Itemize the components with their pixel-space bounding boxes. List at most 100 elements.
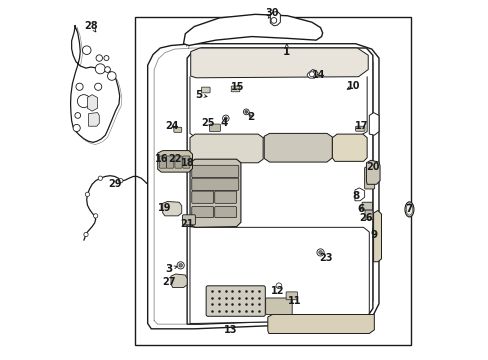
Polygon shape [366,160,379,184]
Text: 23: 23 [319,253,332,263]
Circle shape [85,192,89,197]
Polygon shape [190,48,367,78]
Text: 11: 11 [287,296,301,306]
Text: 5: 5 [195,90,202,100]
Polygon shape [368,113,378,135]
Text: 19: 19 [158,203,171,213]
FancyBboxPatch shape [191,207,213,218]
FancyBboxPatch shape [135,17,410,345]
Text: 6: 6 [356,204,364,215]
FancyBboxPatch shape [191,191,213,203]
Text: 17: 17 [355,121,368,131]
Polygon shape [158,150,192,172]
Polygon shape [163,202,182,216]
FancyBboxPatch shape [175,156,182,168]
FancyBboxPatch shape [364,167,374,189]
Text: 4: 4 [220,118,227,128]
Polygon shape [373,211,381,262]
Polygon shape [264,134,332,162]
Text: 27: 27 [162,277,176,287]
FancyBboxPatch shape [209,124,220,132]
Text: 10: 10 [346,81,360,91]
Text: 16: 16 [154,154,168,164]
Circle shape [95,64,105,74]
Circle shape [276,283,281,289]
Text: 18: 18 [181,158,194,168]
FancyBboxPatch shape [191,165,238,177]
Polygon shape [88,113,99,126]
Text: 29: 29 [108,179,122,189]
Text: 20: 20 [366,162,379,172]
Polygon shape [147,44,378,329]
Circle shape [309,72,314,77]
FancyBboxPatch shape [364,210,372,220]
FancyBboxPatch shape [265,298,292,315]
Polygon shape [306,69,317,78]
Polygon shape [183,14,322,45]
Text: 9: 9 [370,230,377,239]
Circle shape [76,83,83,90]
FancyBboxPatch shape [355,126,364,131]
FancyBboxPatch shape [214,207,236,218]
Circle shape [77,95,90,108]
Circle shape [93,214,98,218]
Text: 13: 13 [224,325,237,335]
Circle shape [177,262,184,269]
Circle shape [104,55,109,60]
Circle shape [243,109,249,115]
Polygon shape [332,134,366,161]
Circle shape [179,264,182,267]
Circle shape [75,113,81,118]
Polygon shape [267,315,373,333]
Polygon shape [70,25,120,142]
Circle shape [224,117,227,120]
Polygon shape [171,274,187,288]
Circle shape [119,179,122,183]
FancyBboxPatch shape [362,202,372,210]
Circle shape [107,72,116,80]
Text: 15: 15 [231,82,244,92]
FancyBboxPatch shape [231,86,239,92]
FancyBboxPatch shape [166,156,174,168]
FancyBboxPatch shape [182,215,195,225]
Circle shape [318,251,322,254]
Text: 28: 28 [84,21,98,31]
Text: 22: 22 [167,154,181,164]
FancyBboxPatch shape [285,292,297,300]
Text: 30: 30 [265,8,279,18]
Circle shape [94,83,102,90]
Text: 25: 25 [201,118,214,128]
Polygon shape [190,226,368,323]
Circle shape [270,18,276,23]
Text: 2: 2 [247,112,254,122]
Circle shape [98,176,102,180]
Text: 24: 24 [165,121,179,131]
Polygon shape [190,159,241,227]
FancyBboxPatch shape [191,178,238,190]
Text: 26: 26 [359,213,372,222]
Circle shape [73,125,80,132]
Circle shape [96,55,102,61]
Ellipse shape [406,204,412,215]
FancyBboxPatch shape [159,156,166,168]
FancyBboxPatch shape [206,286,265,316]
Circle shape [83,232,88,237]
Circle shape [82,46,91,54]
Circle shape [316,249,324,256]
Text: 3: 3 [165,264,172,274]
Text: 7: 7 [404,204,411,215]
Polygon shape [354,188,364,201]
Text: 14: 14 [311,70,325,80]
Circle shape [222,115,228,122]
Ellipse shape [404,202,413,217]
Polygon shape [190,134,263,163]
Polygon shape [270,12,280,26]
Circle shape [104,67,110,72]
Text: 12: 12 [270,286,284,296]
FancyBboxPatch shape [174,127,182,132]
Text: 8: 8 [351,191,359,201]
Text: 1: 1 [283,46,290,57]
Polygon shape [87,95,97,111]
FancyBboxPatch shape [201,87,210,93]
Circle shape [244,111,247,113]
